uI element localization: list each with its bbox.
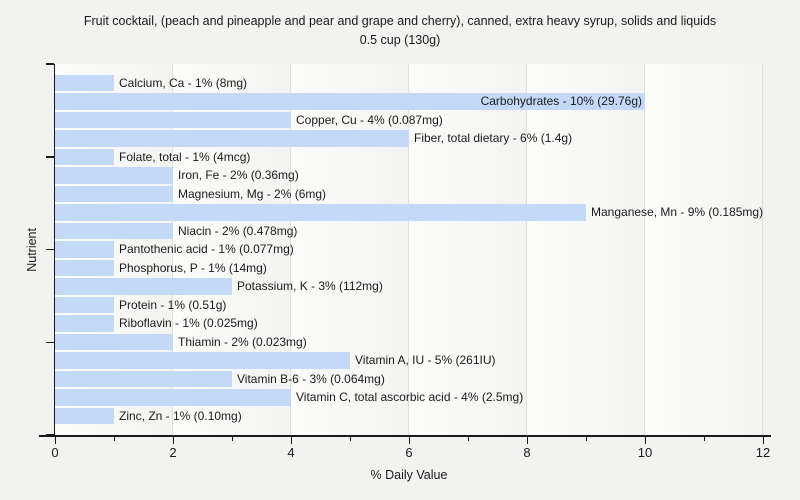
x-axis-major-tick bbox=[762, 436, 764, 444]
x-axis-major-tick bbox=[644, 436, 646, 444]
x-axis-tick-label: 10 bbox=[637, 445, 653, 460]
bar-label: Vitamin A, IU - 5% (261IU) bbox=[355, 353, 496, 368]
bar bbox=[55, 93, 645, 110]
y-axis-tick bbox=[46, 156, 54, 158]
x-axis-major-tick bbox=[54, 436, 56, 444]
bar-label: Protein - 1% (0.51g) bbox=[119, 297, 227, 312]
bar bbox=[55, 407, 114, 425]
gridline bbox=[762, 64, 763, 435]
bar bbox=[55, 278, 232, 295]
bar bbox=[55, 111, 291, 129]
gridline bbox=[526, 64, 527, 435]
x-axis-major-tick bbox=[172, 436, 174, 444]
bar-label: Niacin - 2% (0.478mg) bbox=[178, 223, 298, 238]
bar-label: Vitamin C, total ascorbic acid - 4% (2.5… bbox=[296, 390, 524, 405]
bar-label: Magnesium, Mg - 2% (6mg) bbox=[178, 186, 327, 201]
x-axis-minor-tick bbox=[585, 436, 587, 441]
x-axis-tick-label: 6 bbox=[405, 445, 413, 460]
bar-label: Calcium, Ca - 1% (8mg) bbox=[119, 75, 248, 90]
x-axis-minor-tick bbox=[349, 436, 351, 441]
gridline bbox=[172, 64, 173, 435]
x-axis-tick-label: 2 bbox=[169, 445, 177, 460]
x-axis-minor-tick bbox=[467, 436, 469, 441]
x-axis-tick-label: 12 bbox=[755, 445, 771, 460]
y-axis-tick bbox=[46, 248, 54, 251]
x-axis-major-tick bbox=[408, 436, 410, 444]
bar-label: Vitamin B-6 - 3% (0.064mg) bbox=[237, 371, 385, 386]
bar bbox=[55, 259, 114, 277]
bar bbox=[55, 148, 114, 166]
bar-label: Pantothenic acid - 1% (0.077mg) bbox=[119, 242, 294, 257]
bar bbox=[55, 241, 114, 258]
bar bbox=[55, 296, 114, 314]
x-axis-minor-tick bbox=[113, 436, 115, 441]
x-axis-tick-label: 8 bbox=[523, 445, 531, 460]
gridline bbox=[290, 64, 291, 435]
x-axis-minor-tick bbox=[703, 436, 705, 441]
bar bbox=[55, 167, 173, 184]
chart-title-block: Fruit cocktail, (peach and pineapple and… bbox=[0, 12, 800, 50]
bar bbox=[55, 204, 586, 221]
gridline bbox=[644, 64, 645, 435]
x-axis-minor-tick bbox=[231, 436, 233, 441]
bar-label: Phosphorus, P - 1% (14mg) bbox=[119, 260, 267, 275]
gridline bbox=[408, 64, 409, 435]
y-axis-title-text: Nutrient bbox=[25, 227, 39, 272]
y-axis-line bbox=[53, 64, 55, 436]
x-axis-title: % Daily Value bbox=[370, 468, 448, 482]
bar-label: Thiamin - 2% (0.023mg) bbox=[178, 334, 307, 349]
bar-label: Riboflavin - 1% (0.025mg) bbox=[119, 316, 258, 331]
x-axis-tick-label: 0 bbox=[51, 445, 59, 460]
x-axis-line bbox=[39, 435, 771, 437]
x-axis-major-tick bbox=[526, 436, 528, 444]
bar-label: Copper, Cu - 4% (0.087mg) bbox=[296, 112, 443, 127]
chart-subtitle: 0.5 cup (130g) bbox=[359, 33, 441, 47]
y-axis-tick bbox=[46, 63, 54, 65]
bar-label: Zinc, Zn - 1% (0.10mg) bbox=[119, 408, 242, 423]
bar bbox=[55, 74, 114, 91]
x-axis-tick-label: 4 bbox=[287, 445, 295, 460]
bar bbox=[55, 130, 409, 147]
bar bbox=[55, 185, 173, 203]
bar-label: Carbohydrates - 10% (29.76g) bbox=[480, 94, 642, 109]
bar bbox=[55, 370, 232, 388]
bar-label: Potassium, K - 3% (112mg) bbox=[237, 279, 383, 294]
bar bbox=[55, 333, 173, 351]
bar bbox=[55, 315, 114, 332]
bar bbox=[55, 352, 350, 369]
bar bbox=[55, 222, 173, 240]
bar-label: Iron, Fe - 2% (0.36mg) bbox=[178, 168, 299, 183]
bar-label: Manganese, Mn - 9% (0.185mg) bbox=[591, 205, 764, 220]
y-axis-tick bbox=[46, 341, 54, 343]
bar-label: Folate, total - 1% (4mcg) bbox=[119, 149, 251, 164]
bar-label: Fiber, total dietary - 6% (1.4g) bbox=[414, 131, 573, 146]
bar bbox=[55, 389, 291, 406]
y-axis-title: Nutrient bbox=[24, 64, 40, 435]
chart-title: Fruit cocktail, (peach and pineapple and… bbox=[83, 14, 717, 28]
x-axis-major-tick bbox=[290, 436, 292, 444]
